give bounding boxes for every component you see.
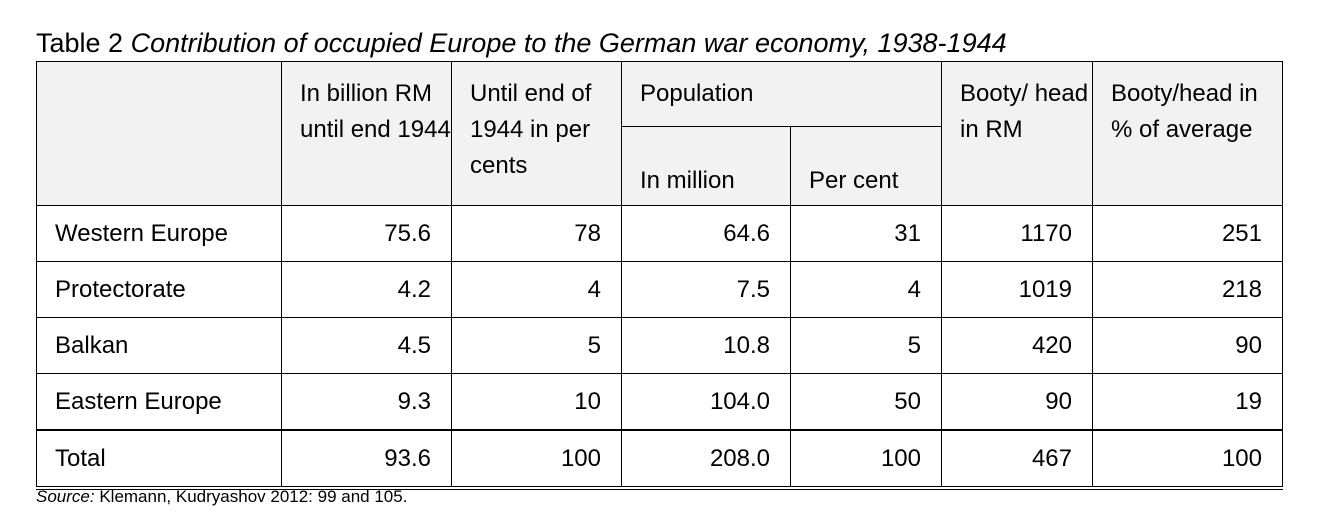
cell-percent: 78 — [451, 205, 622, 262]
cell-percent: 100 — [451, 429, 622, 490]
header-billion-rm: In billion RM until end 1944 — [281, 61, 452, 206]
economy-table: In billion RM until end 1944 Until end o… — [36, 61, 1283, 490]
cell-region: Balkan — [36, 317, 282, 374]
cell-region: Eastern Europe — [36, 373, 282, 431]
cell-percent: 5 — [451, 317, 622, 374]
cell-percent: 4 — [451, 261, 622, 318]
table-row: Protectorate 4.2 4 7.5 4 1019 218 — [36, 261, 1283, 318]
source-note: Source: Klemann, Kudryashov 2012: 99 and… — [36, 486, 407, 508]
cell-billion-rm: 93.6 — [281, 429, 452, 490]
cell-billion-rm: 4.2 — [281, 261, 452, 318]
cell-booty-pct-avg: 218 — [1092, 261, 1283, 318]
cell-pop-million: 10.8 — [621, 317, 791, 374]
cell-booty-head: 420 — [941, 317, 1093, 374]
header-percent: Until end of 1944 in per cents — [451, 61, 622, 206]
table-row-total: Total 93.6 100 208.0 100 467 100 — [36, 429, 1283, 490]
cell-pop-million: 208.0 — [621, 429, 791, 490]
header-booty-head: Booty/ head in RM — [941, 61, 1093, 206]
cell-booty-pct-avg: 251 — [1092, 205, 1283, 262]
cell-billion-rm: 75.6 — [281, 205, 452, 262]
cell-pop-percent: 50 — [790, 373, 942, 431]
table-row: Western Europe 75.6 78 64.6 31 1170 251 — [36, 205, 1283, 262]
cell-pop-million: 64.6 — [621, 205, 791, 262]
header-empty-cell — [36, 61, 282, 206]
cell-pop-percent: 4 — [790, 261, 942, 318]
caption-title: Contribution of occupied Europe to the G… — [130, 28, 1007, 58]
cell-booty-head: 1170 — [941, 205, 1093, 262]
cell-region: Western Europe — [36, 205, 282, 262]
cell-pop-million: 7.5 — [621, 261, 791, 318]
source-label: Source: — [36, 487, 95, 506]
cell-booty-head: 90 — [941, 373, 1093, 431]
cell-booty-head: 1019 — [941, 261, 1093, 318]
cell-pop-percent: 5 — [790, 317, 942, 374]
cell-pop-percent: 100 — [790, 429, 942, 490]
table-row: Eastern Europe 9.3 10 104.0 50 90 19 — [36, 373, 1283, 431]
header-population-percent: Per cent — [790, 126, 942, 206]
cell-billion-rm: 9.3 — [281, 373, 452, 431]
cell-pop-percent: 31 — [790, 205, 942, 262]
cell-booty-pct-avg: 19 — [1092, 373, 1283, 431]
cell-booty-pct-avg: 100 — [1092, 429, 1283, 490]
header-population: Population — [621, 61, 942, 127]
cell-pop-million: 104.0 — [621, 373, 791, 431]
header-booty-pct-avg: Booty/head in % of average — [1092, 61, 1283, 206]
cell-percent: 10 — [451, 373, 622, 431]
caption-prefix: Table 2 — [36, 28, 124, 58]
cell-booty-pct-avg: 90 — [1092, 317, 1283, 374]
cell-billion-rm: 4.5 — [281, 317, 452, 374]
header-population-million: In million — [621, 126, 791, 206]
cell-region: Protectorate — [36, 261, 282, 318]
table-caption: Table 2 Contribution of occupied Europe … — [36, 26, 1007, 60]
cell-region: Total — [36, 429, 282, 490]
header-row-sub: In million Per cent — [37, 126, 1283, 206]
header-row-top: In billion RM until end 1944 Until end o… — [36, 61, 1283, 206]
table-row: Balkan 4.5 5 10.8 5 420 90 — [36, 317, 1283, 374]
source-text: Klemann, Kudryashov 2012: 99 and 105. — [99, 487, 408, 506]
cell-booty-head: 467 — [941, 429, 1093, 490]
